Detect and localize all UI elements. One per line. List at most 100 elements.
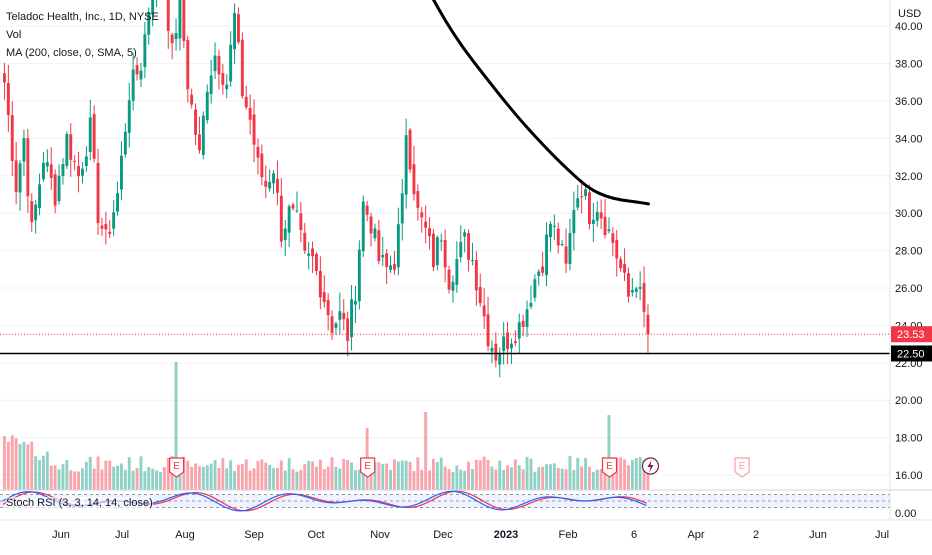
candle-body[interactable]: [330, 316, 334, 333]
candle-body[interactable]: [342, 312, 346, 320]
candle-body[interactable]: [502, 336, 506, 352]
candle-body[interactable]: [545, 234, 548, 276]
candle-body[interactable]: [467, 233, 470, 260]
candle-body[interactable]: [135, 65, 139, 75]
candle-body[interactable]: [84, 156, 88, 167]
candle-body[interactable]: [92, 114, 96, 159]
candle-body[interactable]: [186, 39, 190, 90]
candle-body[interactable]: [209, 75, 213, 94]
candle-body[interactable]: [482, 305, 486, 317]
volume-legend[interactable]: Vol: [6, 29, 22, 41]
candle-body[interactable]: [607, 229, 611, 232]
candle-body[interactable]: [69, 134, 73, 160]
candle-body[interactable]: [198, 134, 201, 151]
candle-body[interactable]: [14, 160, 18, 192]
candle-body[interactable]: [404, 135, 408, 195]
candle-body[interactable]: [580, 196, 584, 198]
candle-body[interactable]: [22, 138, 26, 162]
candle-body[interactable]: [361, 201, 365, 252]
candle-body[interactable]: [283, 228, 287, 241]
candle-body[interactable]: [490, 347, 494, 352]
candle-body[interactable]: [131, 69, 135, 101]
candle-body[interactable]: [77, 165, 80, 177]
candle-body[interactable]: [287, 206, 291, 233]
candle-body[interactable]: [201, 115, 205, 156]
candle-body[interactable]: [416, 190, 420, 208]
candle-body[interactable]: [26, 138, 30, 197]
candle-body[interactable]: [229, 44, 233, 82]
candle-body[interactable]: [88, 117, 92, 153]
candle-body[interactable]: [463, 232, 467, 237]
candle-body[interactable]: [552, 225, 556, 227]
candle-body[interactable]: [572, 209, 576, 234]
candle-body[interactable]: [385, 253, 389, 268]
candle-body[interactable]: [10, 115, 14, 161]
candle-body[interactable]: [178, 0, 182, 39]
candle-body[interactable]: [182, 0, 186, 41]
candle-body[interactable]: [638, 286, 642, 289]
candle-body[interactable]: [568, 232, 572, 264]
candle-body[interactable]: [346, 318, 350, 341]
candle-body[interactable]: [357, 249, 361, 302]
candle-body[interactable]: [494, 343, 498, 361]
candle-body[interactable]: [123, 131, 127, 155]
dividend-marker[interactable]: [641, 457, 660, 475]
candle-body[interactable]: [147, 11, 151, 35]
candle-body[interactable]: [151, 0, 155, 15]
candle-body[interactable]: [326, 300, 330, 316]
candle-body[interactable]: [96, 162, 100, 224]
candle-body[interactable]: [240, 39, 244, 97]
candle-body[interactable]: [471, 260, 474, 262]
candle-body[interactable]: [190, 94, 194, 105]
candle-body[interactable]: [49, 164, 53, 178]
candle-body[interactable]: [478, 287, 482, 304]
earnings-marker[interactable]: E: [734, 457, 750, 478]
candle-body[interactable]: [53, 174, 57, 206]
candle-body[interactable]: [112, 212, 116, 229]
candle-body[interactable]: [315, 253, 318, 272]
candle-body[interactable]: [264, 180, 268, 187]
candle-body[interactable]: [233, 12, 236, 50]
candle-body[interactable]: [248, 108, 252, 120]
candle-body[interactable]: [205, 91, 209, 121]
candle-body[interactable]: [521, 320, 525, 327]
candle-body[interactable]: [529, 302, 533, 307]
candle-body[interactable]: [237, 14, 240, 43]
candle-body[interactable]: [311, 248, 314, 257]
candle-body[interactable]: [506, 332, 509, 349]
candle-body[interactable]: [564, 246, 568, 264]
candle-body[interactable]: [599, 212, 603, 219]
candle-body[interactable]: [420, 212, 424, 218]
candle-body[interactable]: [541, 266, 545, 273]
candle-body[interactable]: [498, 354, 502, 365]
candle-body[interactable]: [595, 212, 599, 221]
candle-body[interactable]: [517, 322, 521, 339]
candle-body[interactable]: [432, 233, 435, 268]
candle-body[interactable]: [127, 100, 131, 134]
candle-body[interactable]: [279, 195, 283, 242]
candle-body[interactable]: [451, 281, 455, 291]
candle-body[interactable]: [104, 223, 108, 230]
candle-body[interactable]: [381, 254, 385, 258]
symbol-title[interactable]: Teladoc Health, Inc., 1D, NYSE: [6, 11, 159, 23]
candle-body[interactable]: [276, 178, 279, 193]
candle-body[interactable]: [646, 314, 650, 335]
candle-body[interactable]: [166, 0, 170, 31]
candle-body[interactable]: [396, 224, 400, 268]
candle-body[interactable]: [412, 164, 416, 195]
candle-body[interactable]: [65, 133, 69, 166]
candle-body[interactable]: [474, 260, 478, 291]
candle-body[interactable]: [393, 263, 396, 270]
candle-body[interactable]: [459, 241, 463, 258]
candle-body[interactable]: [221, 73, 225, 85]
candle-body[interactable]: [194, 109, 197, 135]
candle-body[interactable]: [318, 270, 322, 298]
earnings-marker[interactable]: E: [601, 457, 618, 478]
candle-body[interactable]: [116, 193, 119, 212]
candle-body[interactable]: [424, 221, 428, 228]
candle-body[interactable]: [560, 244, 564, 246]
candle-body[interactable]: [303, 232, 307, 251]
candle-body[interactable]: [369, 216, 373, 234]
